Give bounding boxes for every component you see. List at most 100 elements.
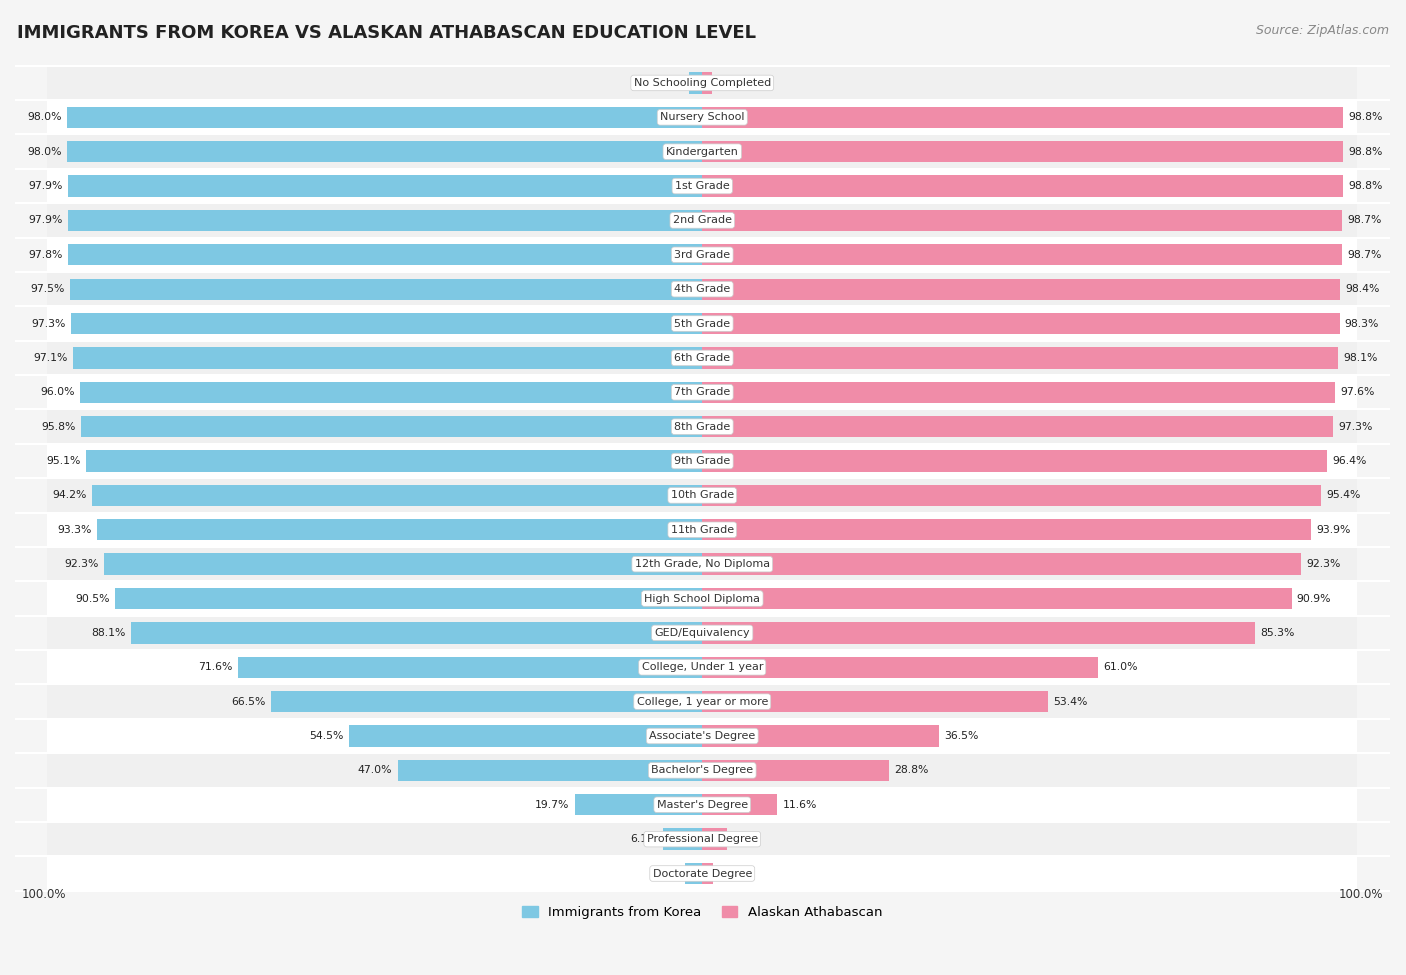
- Text: 10th Grade: 10th Grade: [671, 490, 734, 500]
- Text: College, Under 1 year: College, Under 1 year: [641, 662, 763, 673]
- Bar: [702, 313, 1340, 334]
- Bar: [48, 238, 1357, 272]
- Legend: Immigrants from Korea, Alaskan Athabascan: Immigrants from Korea, Alaskan Athabasca…: [517, 901, 887, 924]
- Bar: [702, 519, 1310, 540]
- Text: 66.5%: 66.5%: [232, 697, 266, 707]
- Text: No Schooling Completed: No Schooling Completed: [634, 78, 770, 88]
- Bar: [702, 622, 1256, 644]
- Text: 61.0%: 61.0%: [1102, 662, 1137, 673]
- Text: 94.2%: 94.2%: [52, 490, 86, 500]
- Bar: [238, 656, 702, 678]
- Bar: [72, 313, 702, 334]
- Text: Source: ZipAtlas.com: Source: ZipAtlas.com: [1256, 24, 1389, 37]
- Text: 5th Grade: 5th Grade: [675, 319, 730, 329]
- Bar: [702, 72, 711, 94]
- Text: 97.8%: 97.8%: [28, 250, 63, 259]
- Bar: [48, 581, 1357, 615]
- Bar: [48, 478, 1357, 513]
- Bar: [48, 375, 1357, 410]
- Text: 2.0%: 2.0%: [657, 78, 685, 88]
- Text: 2.6%: 2.6%: [652, 869, 681, 878]
- Text: 28.8%: 28.8%: [894, 765, 928, 775]
- Text: 88.1%: 88.1%: [91, 628, 127, 638]
- Bar: [702, 794, 778, 815]
- Bar: [48, 513, 1357, 547]
- Text: 96.4%: 96.4%: [1333, 456, 1367, 466]
- Bar: [349, 725, 702, 747]
- Text: 9th Grade: 9th Grade: [673, 456, 730, 466]
- Text: 90.5%: 90.5%: [76, 594, 110, 604]
- Text: 93.3%: 93.3%: [58, 525, 93, 534]
- Text: 98.4%: 98.4%: [1346, 284, 1379, 294]
- Text: Doctorate Degree: Doctorate Degree: [652, 869, 752, 878]
- Text: 97.9%: 97.9%: [28, 181, 62, 191]
- Text: 36.5%: 36.5%: [943, 731, 979, 741]
- Text: 92.3%: 92.3%: [1306, 559, 1340, 569]
- Text: Nursery School: Nursery School: [659, 112, 745, 122]
- Text: 98.3%: 98.3%: [1344, 319, 1379, 329]
- Text: 6th Grade: 6th Grade: [675, 353, 730, 363]
- Bar: [48, 203, 1357, 238]
- Bar: [702, 210, 1343, 231]
- Text: 97.9%: 97.9%: [28, 215, 62, 225]
- Text: 1.7%: 1.7%: [718, 869, 747, 878]
- Bar: [67, 176, 702, 197]
- Bar: [67, 141, 702, 162]
- Text: 8th Grade: 8th Grade: [673, 421, 730, 432]
- Bar: [685, 863, 702, 884]
- Bar: [702, 554, 1301, 575]
- Text: 11th Grade: 11th Grade: [671, 525, 734, 534]
- Bar: [48, 410, 1357, 444]
- Bar: [575, 794, 702, 815]
- Text: 97.1%: 97.1%: [34, 353, 67, 363]
- Text: 98.0%: 98.0%: [27, 146, 62, 157]
- Bar: [702, 176, 1343, 197]
- Bar: [131, 622, 702, 644]
- Bar: [48, 340, 1357, 375]
- Bar: [67, 244, 702, 265]
- Bar: [702, 725, 939, 747]
- Bar: [48, 306, 1357, 340]
- Bar: [48, 719, 1357, 754]
- Text: 100.0%: 100.0%: [1339, 887, 1384, 901]
- Text: 97.3%: 97.3%: [32, 319, 66, 329]
- Bar: [702, 347, 1339, 369]
- Text: 47.0%: 47.0%: [359, 765, 392, 775]
- Bar: [104, 554, 702, 575]
- Text: Master's Degree: Master's Degree: [657, 800, 748, 810]
- Bar: [662, 829, 702, 850]
- Bar: [48, 684, 1357, 719]
- Text: 19.7%: 19.7%: [534, 800, 569, 810]
- Text: 3rd Grade: 3rd Grade: [675, 250, 730, 259]
- Bar: [48, 650, 1357, 684]
- Bar: [702, 244, 1343, 265]
- Text: Professional Degree: Professional Degree: [647, 835, 758, 844]
- Text: 100.0%: 100.0%: [21, 887, 66, 901]
- Bar: [80, 381, 702, 403]
- Bar: [48, 65, 1357, 100]
- Text: 4th Grade: 4th Grade: [673, 284, 730, 294]
- Bar: [67, 210, 702, 231]
- Text: 96.0%: 96.0%: [41, 387, 75, 397]
- Text: Bachelor's Degree: Bachelor's Degree: [651, 765, 754, 775]
- Bar: [702, 829, 727, 850]
- Text: 95.4%: 95.4%: [1326, 490, 1361, 500]
- Text: GED/Equivalency: GED/Equivalency: [654, 628, 749, 638]
- Text: 11.6%: 11.6%: [783, 800, 817, 810]
- Bar: [702, 450, 1327, 472]
- Bar: [48, 754, 1357, 788]
- Text: 98.1%: 98.1%: [1344, 353, 1378, 363]
- Bar: [48, 444, 1357, 478]
- Bar: [70, 279, 702, 300]
- Bar: [702, 416, 1333, 438]
- Text: 97.3%: 97.3%: [1339, 421, 1372, 432]
- Bar: [398, 760, 702, 781]
- Bar: [702, 863, 713, 884]
- Bar: [702, 381, 1336, 403]
- Text: 98.8%: 98.8%: [1348, 146, 1382, 157]
- Bar: [48, 856, 1357, 891]
- Bar: [97, 519, 702, 540]
- Text: 7th Grade: 7th Grade: [673, 387, 730, 397]
- Text: College, 1 year or more: College, 1 year or more: [637, 697, 768, 707]
- Bar: [67, 106, 702, 128]
